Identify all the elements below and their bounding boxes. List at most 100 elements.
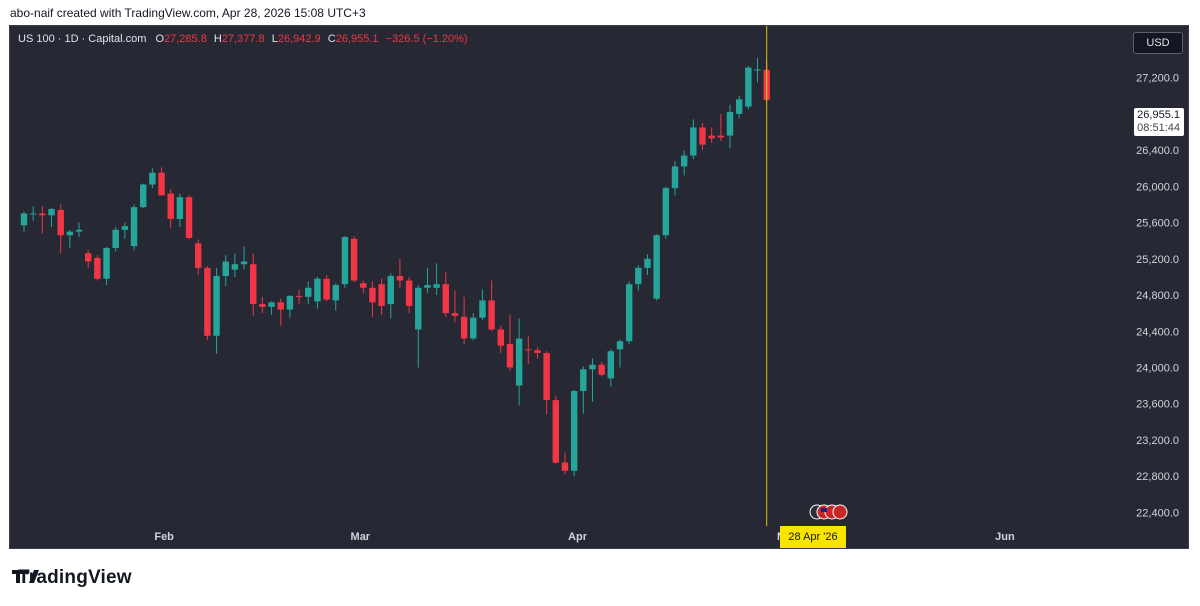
candle-body[interactable] — [680, 155, 688, 167]
symbol-label[interactable]: US 100 · 1D · Capital.com — [18, 33, 147, 45]
us-flag-icon[interactable] — [832, 504, 848, 520]
change-value: −326.5 (−1.20%) — [385, 33, 468, 45]
candlestick-chart[interactable]: 27,600.027,200.026,800.026,400.026,000.0… — [10, 26, 1188, 548]
last-price-value: 26,955.1 — [1137, 109, 1180, 121]
candle-body[interactable] — [460, 316, 468, 339]
candle-body[interactable] — [488, 300, 495, 330]
candle-body[interactable] — [231, 264, 239, 270]
economic-events — [809, 504, 848, 520]
candle-body[interactable] — [158, 172, 165, 196]
candle-body[interactable] — [204, 267, 211, 336]
candle-body[interactable] — [57, 209, 64, 236]
candle-body[interactable] — [745, 67, 752, 107]
price-tick-label: 25,600.0 — [1136, 218, 1179, 230]
candle-body[interactable] — [305, 287, 312, 297]
candle-body[interactable] — [424, 285, 431, 288]
candle-body[interactable] — [570, 391, 578, 471]
candle-body[interactable] — [735, 99, 743, 114]
candle-body[interactable] — [561, 462, 569, 471]
candle-body[interactable] — [396, 276, 404, 281]
candle-body[interactable] — [360, 283, 367, 288]
candle-body[interactable] — [754, 69, 761, 71]
currency-button[interactable]: USD — [1133, 32, 1183, 54]
candle-body[interactable] — [405, 280, 413, 306]
candle-body[interactable] — [589, 364, 596, 370]
candle-body[interactable] — [222, 261, 229, 276]
price-tick-label: 22,400.0 — [1136, 507, 1179, 519]
candle-body[interactable] — [552, 400, 560, 463]
candle-body[interactable] — [515, 338, 523, 386]
candle-body[interactable] — [708, 135, 715, 139]
us-flag-canton-icon — [821, 508, 827, 512]
candle-body[interactable] — [39, 213, 46, 216]
candle-body[interactable] — [130, 207, 138, 247]
candle-body[interactable] — [314, 278, 321, 302]
chart-pane[interactable]: 27,600.027,200.026,800.026,400.026,000.0… — [9, 25, 1189, 549]
candle-body[interactable] — [250, 264, 257, 305]
candle-body[interactable] — [671, 166, 679, 189]
candle-body[interactable] — [350, 238, 358, 281]
price-tick-label: 27,200.0 — [1136, 73, 1179, 85]
candle-body[interactable] — [268, 302, 275, 307]
candle-body[interactable] — [525, 349, 532, 351]
candle-body[interactable] — [506, 343, 514, 368]
candle-body[interactable] — [534, 350, 541, 353]
crosshair-date-label: 28 Apr '26 — [780, 526, 846, 548]
candle-body[interactable] — [185, 197, 193, 238]
candle-body[interactable] — [139, 184, 147, 208]
candle-body[interactable] — [84, 253, 92, 262]
candle-body[interactable] — [94, 257, 101, 279]
candle-body[interactable] — [29, 213, 37, 215]
candle-body[interactable] — [323, 278, 330, 300]
candle-body[interactable] — [121, 226, 129, 230]
candle-body[interactable] — [195, 243, 202, 268]
candle-body[interactable] — [103, 247, 110, 279]
candle-body[interactable] — [699, 127, 706, 145]
candle-body[interactable] — [378, 284, 385, 306]
candle-body[interactable] — [20, 213, 28, 226]
candle-body[interactable] — [653, 235, 660, 299]
price-tick-label: 24,800.0 — [1136, 290, 1179, 302]
candle-body[interactable] — [332, 285, 339, 301]
candle-body[interactable] — [213, 276, 220, 336]
candle-body[interactable] — [580, 369, 587, 392]
candle-body[interactable] — [451, 313, 459, 316]
candle-body[interactable] — [387, 276, 394, 305]
candle-body[interactable] — [167, 193, 174, 219]
candle-body[interactable] — [690, 127, 697, 156]
candle-body[interactable] — [625, 284, 633, 342]
candle-body[interactable] — [726, 112, 734, 136]
candle-body[interactable] — [341, 237, 349, 285]
candle-body[interactable] — [75, 229, 83, 232]
candle-body[interactable] — [48, 208, 55, 216]
candle-body[interactable] — [369, 287, 376, 303]
candle-body[interactable] — [66, 231, 74, 236]
candle-body[interactable] — [616, 341, 624, 350]
bar-countdown: 08:51:44 — [1137, 122, 1180, 134]
candle-body[interactable] — [259, 304, 266, 307]
candle-body[interactable] — [277, 302, 284, 310]
candle-body[interactable] — [176, 197, 184, 219]
candle-body[interactable] — [543, 352, 550, 401]
candle-body[interactable] — [479, 300, 486, 318]
candle-body[interactable] — [295, 295, 303, 297]
candle-body[interactable] — [415, 287, 422, 330]
time-axis: FebMarAprMayJun — [154, 531, 1015, 543]
price-tick-label: 25,200.0 — [1136, 254, 1179, 266]
candle-body[interactable] — [717, 135, 725, 138]
candle-body[interactable] — [662, 188, 670, 236]
candle-body[interactable] — [598, 364, 605, 375]
candle-body[interactable] — [442, 284, 449, 314]
candle-body[interactable] — [644, 258, 651, 268]
candle-body[interactable] — [635, 267, 642, 285]
candle-body[interactable] — [149, 172, 156, 185]
candle-body[interactable] — [607, 351, 615, 379]
candle-body[interactable] — [433, 284, 440, 288]
candle-body[interactable] — [112, 229, 119, 248]
price-tick-label: 24,400.0 — [1136, 326, 1179, 338]
candle-body[interactable] — [497, 329, 505, 346]
candle-body[interactable] — [240, 261, 248, 265]
candle-body[interactable] — [286, 295, 294, 310]
candle-body[interactable] — [470, 317, 477, 339]
low-label: L — [271, 33, 278, 45]
